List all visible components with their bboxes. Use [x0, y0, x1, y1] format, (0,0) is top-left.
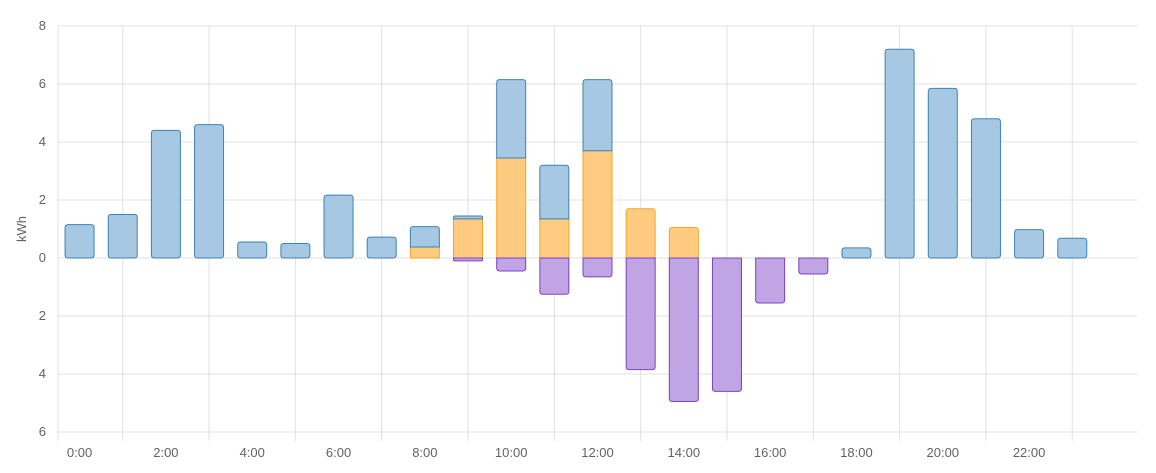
solar-bar	[669, 228, 698, 258]
return-bar	[540, 258, 569, 294]
grid-bar	[497, 80, 526, 158]
grid-bar	[842, 248, 871, 258]
return-bar	[712, 258, 741, 391]
return-bar	[756, 258, 785, 303]
grid-bar	[885, 49, 914, 258]
grid-bar	[1015, 230, 1044, 258]
solar-bar	[454, 219, 483, 258]
x-tick-label: 12:00	[581, 445, 614, 460]
return-bar	[626, 258, 655, 370]
solar-bar	[626, 209, 655, 258]
y-tick-label: 0	[39, 250, 46, 265]
grid-bar	[540, 165, 569, 219]
grid-bar	[971, 119, 1000, 258]
y-tick-label: 2	[39, 192, 46, 207]
grid-bar	[1058, 238, 1087, 258]
x-tick-label: 8:00	[412, 445, 437, 460]
return-bar	[497, 258, 526, 271]
grid-bar	[367, 237, 396, 258]
return-bar	[799, 258, 828, 274]
bars	[65, 49, 1087, 401]
x-tick-label: 2:00	[153, 445, 178, 460]
solar-bar	[540, 219, 569, 258]
grid-bar	[65, 225, 94, 258]
x-tick-label: 20:00	[927, 445, 960, 460]
x-tick-label: 14:00	[668, 445, 701, 460]
grid-bar	[281, 244, 310, 259]
x-axis-ticks: 0:00 2:00 4:00 6:00 8:00 10:00 12:00 14:00 16:00…	[67, 445, 1045, 460]
grid-bar	[151, 130, 180, 258]
y-tick-label: 2	[39, 308, 46, 323]
return-bar	[669, 258, 698, 402]
x-tick-label: 4:00	[240, 445, 265, 460]
grid-bar	[583, 80, 612, 151]
solar-bar	[497, 158, 526, 258]
grid-bar	[410, 227, 439, 247]
y-axis-label: kWh	[14, 216, 29, 242]
x-tick-label: 6:00	[326, 445, 351, 460]
y-tick-label: 4	[39, 366, 46, 381]
return-bar	[583, 258, 612, 277]
grid-bar	[238, 242, 267, 258]
y-tick-label: 6	[39, 76, 46, 91]
y-axis-ticks: 8 6 4 2 0 2 4 6	[39, 18, 46, 439]
grid-bar	[324, 195, 353, 258]
x-tick-label: 22:00	[1013, 445, 1046, 460]
solar-bar	[410, 247, 439, 258]
grid-bar	[195, 125, 224, 258]
y-tick-label: 8	[39, 18, 46, 33]
grid-bar	[454, 216, 483, 219]
x-tick-label: 16:00	[754, 445, 787, 460]
solar-bar	[583, 151, 612, 258]
y-tick-label: 6	[39, 424, 46, 439]
x-tick-label: 18:00	[840, 445, 873, 460]
return-bar	[454, 258, 483, 261]
y-tick-label: 4	[39, 134, 46, 149]
grid-bar	[108, 215, 137, 259]
grid-bar	[928, 88, 957, 258]
x-tick-label: 0:00	[67, 445, 92, 460]
x-tick-label: 10:00	[495, 445, 528, 460]
